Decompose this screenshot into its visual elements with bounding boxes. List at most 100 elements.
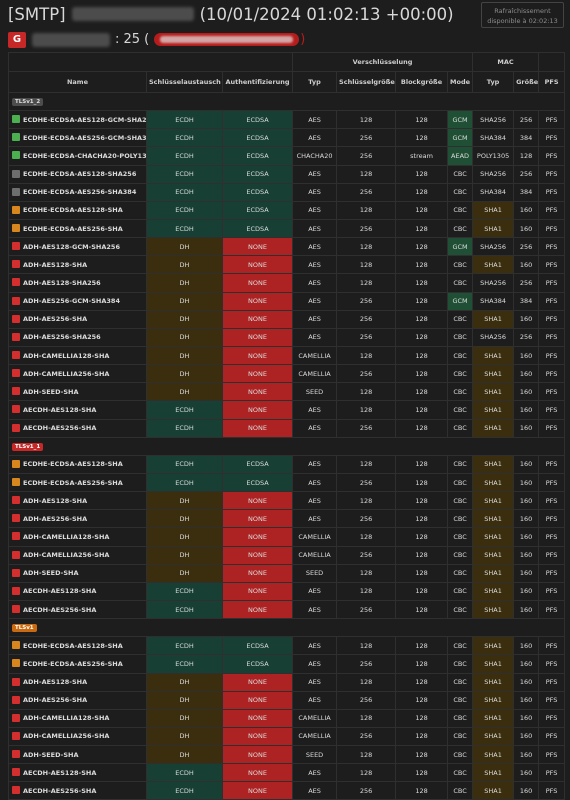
cipher-row[interactable]: ADH-AES128-SHA DH NONE AES 128 128 CBC SHA1 160 P… xyxy=(8,672,566,692)
key-size-cell: 128 xyxy=(336,200,397,220)
key-exchange-cell: DH xyxy=(146,545,223,565)
block-size-cell: 128 xyxy=(395,763,449,783)
pfs-cell: PFS xyxy=(538,146,566,166)
mac-type-cell: SHA1 xyxy=(472,636,515,656)
col-key-size[interactable]: Schlüsselgröße xyxy=(336,71,397,93)
col-authentication[interactable]: Authentifizierung xyxy=(221,71,294,93)
mac-size-cell: 160 xyxy=(513,708,540,728)
cipher-row[interactable]: ADH-AES256-GCM-SHA384 DH NONE AES 256 128 GCM S… xyxy=(8,291,566,311)
pfs-cell: PFS xyxy=(538,781,566,800)
block-size-cell: 128 xyxy=(395,218,449,239)
strength-indicator-icon xyxy=(12,568,20,577)
section-header-cell: TLSv1_1 xyxy=(7,436,566,456)
cipher-row[interactable]: ADH-SEED-SHA DH NONE SEED 128 128 CBC SHA1 160 PF… xyxy=(8,382,566,402)
cipher-row[interactable]: ECDHE-ECDSA-AES256-SHA ECDH ECDSA AES 256 128… xyxy=(8,472,566,493)
cipher-row[interactable]: ADH-AES128-SHA DH NONE AES 128 128 CBC SHA1 160 P… xyxy=(8,255,566,275)
cipher-row[interactable]: ADH-CAMELLIA256-SHA DH NONE CAMELLIA 256 128 C… xyxy=(8,726,566,747)
mac-size-cell: 160 xyxy=(513,690,540,710)
mode-cell: CBC xyxy=(447,545,474,565)
cipher-row[interactable]: ECDHE-ECDSA-CHACHA20-POLY1305 ECDH ECDSA CH… xyxy=(8,146,566,166)
cipher-row[interactable]: ADH-CAMELLIA128-SHA DH NONE CAMELLIA 128 128 C… xyxy=(8,708,566,728)
mode-cell: CBC xyxy=(447,345,474,366)
mode-cell: CBC xyxy=(447,763,474,783)
cipher-row[interactable]: AECDH-AES256-SHA ECDH NONE AES 256 128 CBC SHA1… xyxy=(8,599,566,620)
redacted-host xyxy=(32,32,110,47)
encryption-type-cell: AES xyxy=(292,509,338,529)
strength-indicator-icon xyxy=(12,224,20,233)
mac-type-cell: SHA1 xyxy=(472,545,515,565)
pfs-cell: PFS xyxy=(538,491,566,511)
authentication-cell: NONE xyxy=(221,255,294,275)
cipher-row[interactable]: ADH-SEED-SHA DH NONE SEED 128 128 CBC SHA1 160 PF… xyxy=(8,563,566,583)
cipher-row[interactable]: ADH-AES256-SHA DH NONE AES 256 128 CBC SHA1 160 P… xyxy=(8,509,566,529)
block-size-cell: 128 xyxy=(395,672,449,692)
mode-cell: CBC xyxy=(447,527,474,547)
strength-indicator-icon xyxy=(12,713,20,722)
cipher-row[interactable]: ADH-SEED-SHA DH NONE SEED 128 128 CBC SHA1 160 PF… xyxy=(8,745,566,765)
col-name[interactable]: Name xyxy=(8,71,147,93)
cipher-row[interactable]: ECDHE-ECDSA-AES128-SHA ECDH ECDSA AES 128 128… xyxy=(8,454,566,474)
key-exchange-cell: DH xyxy=(146,509,223,529)
cipher-name: ADH-AES256-SHA xyxy=(8,690,147,710)
cipher-row[interactable]: ADH-AES256-SHA256 DH NONE AES 256 128 CBC SHA25… xyxy=(8,327,566,347)
cipher-row[interactable]: AECDH-AES128-SHA ECDH NONE AES 128 128 CBC SHA1… xyxy=(8,581,566,601)
cipher-row[interactable]: ECDHE-ECDSA-AES256-SHA384 ECDH ECDSA AES 256… xyxy=(8,182,566,202)
authentication-cell: NONE xyxy=(221,599,294,620)
col-mac-size[interactable]: Größe xyxy=(513,71,540,93)
mac-size-cell: 160 xyxy=(513,745,540,765)
cipher-row[interactable]: ADH-CAMELLIA128-SHA DH NONE CAMELLIA 128 128 C… xyxy=(8,345,566,366)
key-size-cell: 128 xyxy=(336,672,397,692)
col-key-exchange[interactable]: Schlüsselaustausch xyxy=(146,71,223,93)
cipher-row[interactable]: AECDH-AES256-SHA ECDH NONE AES 256 128 CBC SHA1… xyxy=(8,418,566,438)
encryption-type-cell: AES xyxy=(292,763,338,783)
cipher-name-text: AECDH-AES128-SHA xyxy=(23,768,97,777)
cipher-row[interactable]: ECDHE-ECDSA-AES128-SHA256 ECDH ECDSA AES 128… xyxy=(8,164,566,184)
cipher-row[interactable]: ECDHE-ECDSA-AES128-GCM-SHA256 ECDH ECDSA AE… xyxy=(8,110,566,130)
refresh-button[interactable]: Rafraîchissement disponible à 02:02:13 xyxy=(481,2,564,28)
cipher-name-text: ECDHE-ECDSA-AES256-GCM-SHA384 xyxy=(23,133,147,142)
cipher-row[interactable]: ECDHE-ECDSA-AES256-SHA ECDH ECDSA AES 256 128… xyxy=(8,218,566,239)
strength-indicator-icon xyxy=(12,332,20,341)
cipher-row[interactable]: ECDHE-ECDSA-AES128-SHA ECDH ECDSA AES 128 128… xyxy=(8,200,566,220)
cipher-row[interactable]: ADH-AES128-SHA DH NONE AES 128 128 CBC SHA1 160 P… xyxy=(8,491,566,511)
encryption-type-cell: SEED xyxy=(292,745,338,765)
col-enc-type[interactable]: Typ xyxy=(292,71,338,93)
key-size-cell: 128 xyxy=(336,164,397,184)
cipher-row[interactable]: AECDH-AES128-SHA ECDH NONE AES 128 128 CBC SHA1… xyxy=(8,400,566,420)
col-mac-type[interactable]: Typ xyxy=(472,71,515,93)
key-exchange-cell: ECDH xyxy=(146,200,223,220)
cipher-name: ECDHE-ECDSA-AES256-SHA xyxy=(8,472,147,493)
mac-size-cell: 160 xyxy=(513,309,540,329)
cipher-row[interactable]: ECDHE-ECDSA-AES128-SHA ECDH ECDSA AES 128 128… xyxy=(8,636,566,656)
cipher-row[interactable]: ECDHE-ECDSA-AES256-GCM-SHA384 ECDH ECDSA AE… xyxy=(8,128,566,148)
mac-size-cell: 160 xyxy=(513,345,540,366)
mac-size-cell: 160 xyxy=(513,726,540,747)
cipher-row[interactable]: ADH-AES128-GCM-SHA256 DH NONE AES 128 128 GCM S… xyxy=(8,237,566,257)
key-exchange-cell: ECDH xyxy=(146,128,223,148)
block-size-cell: 128 xyxy=(395,200,449,220)
cipher-name-text: ADH-AES128-SHA xyxy=(23,678,88,687)
mac-size-cell: 384 xyxy=(513,291,540,311)
col-mode[interactable]: Mode xyxy=(447,71,474,93)
cipher-row[interactable]: ADH-AES128-SHA256 DH NONE AES 128 128 CBC SHA25… xyxy=(8,273,566,293)
cipher-row[interactable]: ADH-CAMELLIA256-SHA DH NONE CAMELLIA 256 128 C… xyxy=(8,545,566,565)
cipher-row[interactable]: ECDHE-ECDSA-AES256-SHA ECDH ECDSA AES 256 128… xyxy=(8,654,566,674)
key-exchange-cell: ECDH xyxy=(146,400,223,420)
header-spacer-pfs xyxy=(538,52,566,72)
cipher-row[interactable]: ADH-AES256-SHA DH NONE AES 256 128 CBC SHA1 160 P… xyxy=(8,690,566,710)
mac-type-cell: SHA1 xyxy=(472,581,515,601)
cipher-name: ECDHE-ECDSA-CHACHA20-POLY1305 xyxy=(8,146,147,166)
cipher-row[interactable]: ADH-CAMELLIA128-SHA DH NONE CAMELLIA 128 128 C… xyxy=(8,527,566,547)
cipher-row[interactable]: ADH-CAMELLIA256-SHA DH NONE CAMELLIA 256 128 C… xyxy=(8,364,566,384)
cipher-row[interactable]: AECDH-AES256-SHA ECDH NONE AES 256 128 CBC SHA1… xyxy=(8,781,566,800)
col-pfs[interactable]: PFS xyxy=(538,71,566,93)
encryption-type-cell: CAMELLIA xyxy=(292,545,338,565)
encryption-type-cell: AES xyxy=(292,182,338,202)
pfs-cell: PFS xyxy=(538,454,566,474)
col-block-size[interactable]: Blockgröße xyxy=(395,71,449,93)
cipher-name: ADH-SEED-SHA xyxy=(8,563,147,583)
cipher-row[interactable]: ADH-AES256-SHA DH NONE AES 256 128 CBC SHA1 160 P… xyxy=(8,309,566,329)
block-size-cell: 128 xyxy=(395,636,449,656)
cipher-row[interactable]: AECDH-AES128-SHA ECDH NONE AES 128 128 CBC SHA1… xyxy=(8,763,566,783)
strength-indicator-icon xyxy=(12,750,20,759)
